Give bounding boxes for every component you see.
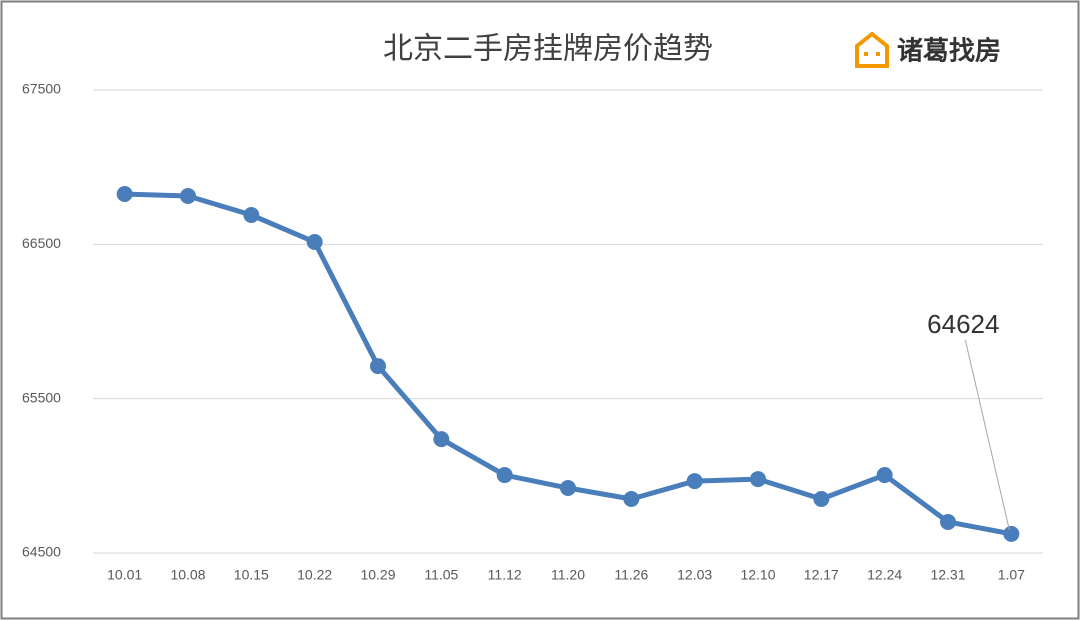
leader-line bbox=[964, 339, 1010, 530]
point bbox=[433, 431, 450, 448]
x-tick-label: 12.10 bbox=[740, 567, 775, 583]
point bbox=[750, 471, 766, 488]
point bbox=[306, 234, 323, 251]
point bbox=[243, 207, 260, 224]
point bbox=[876, 467, 893, 484]
x-tick-label: 10.22 bbox=[297, 567, 332, 583]
data-label: 64624 bbox=[927, 309, 999, 339]
x-tick-label: 10.29 bbox=[360, 567, 395, 583]
x-tick-label: 11.12 bbox=[488, 567, 522, 583]
point bbox=[370, 358, 386, 375]
logo-icon bbox=[855, 31, 889, 68]
x-tick-label: 11.05 bbox=[424, 567, 458, 583]
x-tick-label: 12.31 bbox=[930, 567, 965, 583]
x-tick-label: 11.20 bbox=[551, 567, 585, 583]
x-tick-label: 10.15 bbox=[234, 567, 269, 583]
point bbox=[116, 186, 133, 203]
y-tick-label: 64500 bbox=[22, 544, 61, 560]
point bbox=[1003, 525, 1020, 542]
x-tick-label: 12.17 bbox=[804, 567, 839, 583]
x-tick-label: 10.01 bbox=[107, 567, 142, 583]
logo-text: 诸葛找房 bbox=[897, 37, 1001, 67]
point bbox=[496, 467, 513, 484]
y-tick-label: 66500 bbox=[22, 235, 61, 251]
point bbox=[623, 490, 640, 507]
y-tick-label: 65500 bbox=[22, 389, 61, 405]
x-tick-label: 1.07 bbox=[998, 567, 1025, 583]
point bbox=[560, 480, 576, 497]
x-tick-label: 10.08 bbox=[170, 567, 205, 583]
x-tick-label: 12.24 bbox=[867, 567, 902, 583]
chart-title: 北京二手房挂牌房价趋势 bbox=[383, 32, 713, 67]
point bbox=[686, 473, 703, 490]
x-tick-label: 11.26 bbox=[614, 567, 648, 583]
y-tick-label: 67500 bbox=[22, 81, 61, 97]
point bbox=[940, 513, 956, 530]
point bbox=[180, 188, 196, 205]
x-tick-label: 12.03 bbox=[677, 567, 712, 583]
point bbox=[813, 490, 830, 507]
